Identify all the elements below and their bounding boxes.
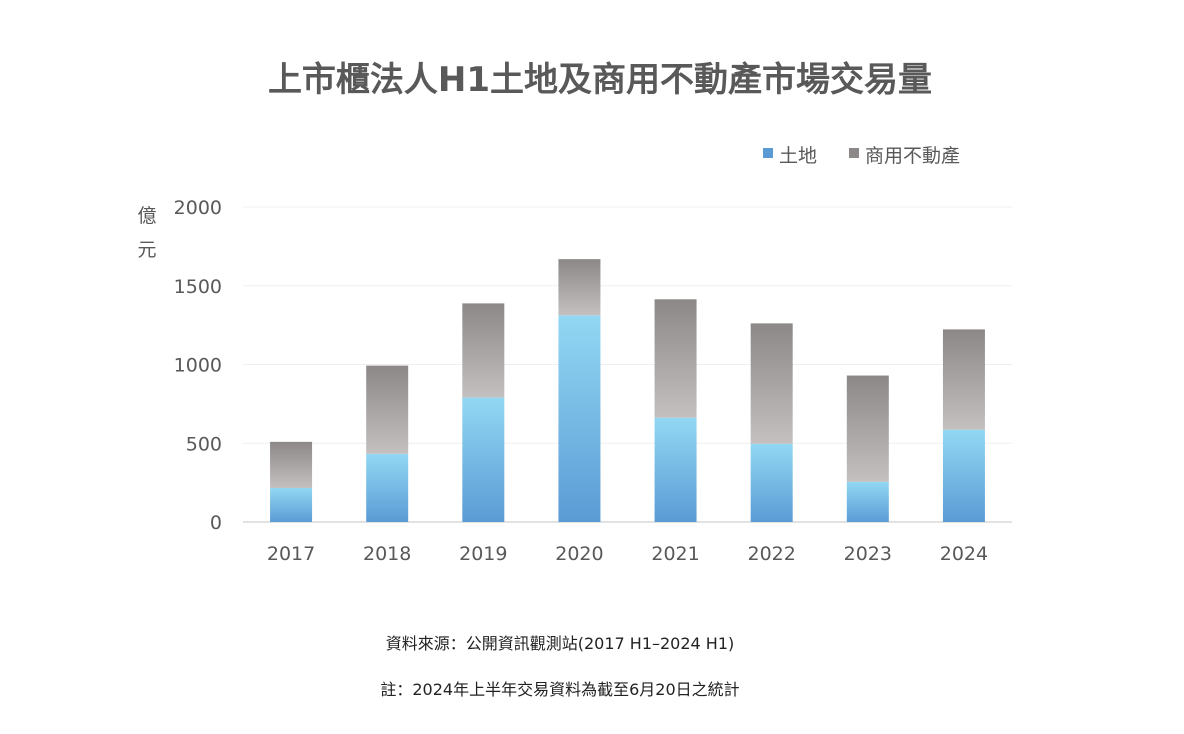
bar-commercial-2018	[366, 365, 409, 454]
x-tick-label: 2023	[844, 543, 892, 565]
bar-land-2024	[942, 429, 985, 522]
footnote: 註：2024年上半年交易資料為截至6月20日之統計	[380, 680, 740, 699]
bar-commercial-2019	[462, 303, 505, 398]
y-axis-label-1: 億	[137, 205, 156, 227]
bar-land-2018	[366, 453, 409, 522]
x-tick-label: 2019	[459, 543, 507, 565]
bar-commercial-2017	[270, 441, 313, 488]
y-tick-label: 1500	[174, 276, 222, 298]
y-tick-label: 2000	[174, 197, 222, 219]
bar-commercial-2020	[558, 259, 601, 316]
legend-swatch-0	[763, 148, 773, 158]
bar-land-2022	[750, 443, 793, 522]
source-note: 資料來源：公開資訊觀測站(2017 H1–2024 H1)	[385, 634, 735, 653]
y-axis-label-2: 元	[137, 239, 156, 261]
x-tick-label: 2017	[267, 543, 315, 565]
bar-land-2021	[654, 417, 697, 522]
y-tick-label: 0	[210, 512, 222, 534]
bar-land-2023	[846, 481, 889, 522]
bar-land-2017	[270, 487, 313, 522]
y-tick-label: 500	[186, 433, 222, 455]
x-tick-label: 2024	[940, 543, 988, 565]
stacked-bar-chart: 0 500 1000 1500 2000 億元 2017 2018 2019 2020 2021 20…	[137, 145, 1012, 565]
bar-commercial-2023	[846, 375, 889, 482]
legend-label: 土地	[779, 145, 817, 167]
y-tick-label: 1000	[174, 355, 222, 377]
bar-commercial-2021	[654, 299, 697, 418]
x-tick-label: 2022	[748, 543, 796, 565]
chart-title: 上市櫃法人H1土地及商用不動產市場交易量	[267, 60, 933, 100]
legend-label: 商用不動產	[865, 145, 960, 167]
x-tick-label: 2018	[363, 543, 411, 565]
x-tick-label: 2021	[651, 543, 699, 565]
bar-commercial-2022	[750, 323, 793, 444]
bar-land-2020	[558, 315, 601, 522]
bar-land-2019	[462, 397, 505, 522]
legend-swatch-1	[849, 148, 859, 158]
bar-commercial-2024	[942, 329, 985, 430]
x-tick-label: 2020	[555, 543, 603, 565]
